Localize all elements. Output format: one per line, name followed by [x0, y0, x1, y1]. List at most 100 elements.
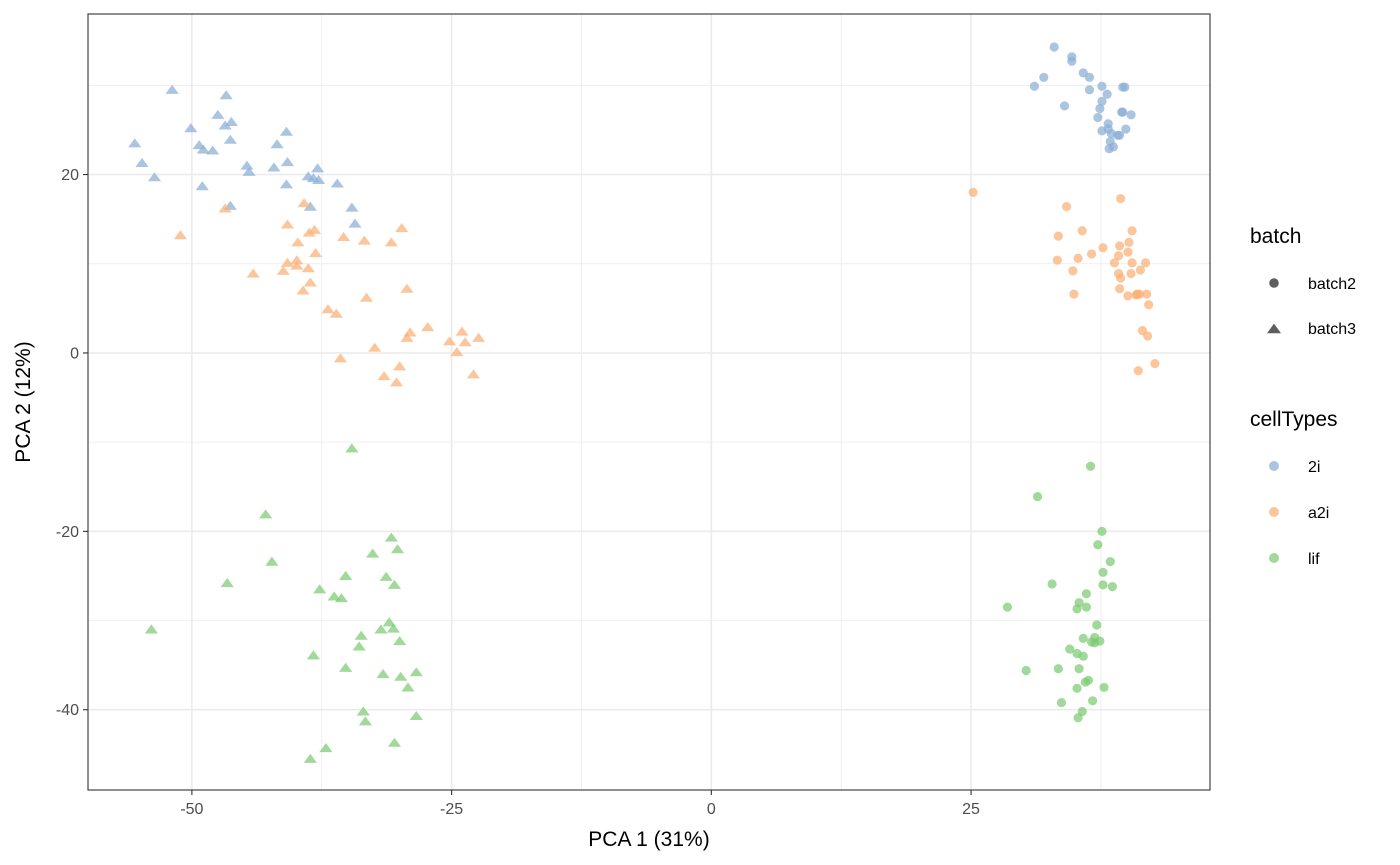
data-point-batch3-2i	[348, 218, 362, 228]
data-point-batch2-a2i	[1126, 268, 1136, 279]
legend-title-celltypes: cellTypes	[1250, 408, 1338, 431]
legend-key-lif	[1269, 553, 1279, 563]
legend-key-2i	[1269, 461, 1279, 471]
x-tick-label: -25	[440, 801, 463, 818]
data-point-batch3-2i	[267, 162, 281, 172]
data-point-batch3-a2i	[329, 308, 343, 318]
plot-panel-border	[87, 13, 1211, 791]
data-point-batch2-a2i	[1116, 273, 1126, 283]
data-point-batch2-2i	[1059, 101, 1070, 111]
data-point-batch3-a2i	[303, 277, 317, 287]
data-point-batch2-a2i	[1142, 289, 1152, 299]
data-point-batch2-a2i	[1140, 258, 1151, 268]
x-tick-label: 0	[707, 801, 716, 818]
data-point-batch2-2i	[1106, 128, 1116, 139]
data-point-batch2-a2i	[1113, 251, 1124, 261]
legend-label-batch2: batch2	[1308, 276, 1356, 293]
data-point-batch3-a2i	[302, 227, 316, 237]
data-point-batch2-a2i	[1144, 300, 1154, 310]
data-point-batch3-a2i	[301, 263, 315, 273]
data-point-batch3-lif	[306, 650, 321, 660]
legend-title-batch: batch	[1250, 225, 1301, 248]
data-point-batch2-a2i	[1115, 241, 1125, 251]
data-point-batch3-lif	[409, 710, 423, 721]
data-point-batch2-a2i	[1135, 265, 1145, 275]
data-point-batch3-lif	[352, 641, 366, 651]
data-point-batch3-2i	[223, 134, 237, 144]
data-point-batch2-lif	[1074, 664, 1084, 674]
data-point-batch2-2i	[1097, 81, 1107, 91]
plot-panel	[88, 14, 1210, 790]
legend-key-batch2	[1269, 278, 1279, 288]
data-point-batch3-a2i	[308, 248, 323, 258]
data-point-batch3-lif	[334, 593, 349, 603]
data-point-batch3-a2i	[359, 292, 374, 302]
data-point-batch3-a2i	[357, 235, 371, 245]
data-point-batch3-2i	[345, 202, 359, 212]
data-point-batch3-2i	[280, 157, 295, 167]
data-point-batch2-2i	[1102, 89, 1112, 99]
data-point-batch2-a2i	[1052, 255, 1062, 265]
data-point-batch3-lif	[259, 509, 273, 519]
data-point-batch3-a2i	[290, 260, 304, 270]
data-point-batch2-a2i	[1073, 253, 1083, 263]
data-point-batch3-2i	[279, 126, 294, 136]
data-point-batch3-a2i	[290, 255, 304, 265]
data-point-batch3-a2i	[466, 369, 481, 379]
data-point-batch2-2i	[1095, 103, 1105, 114]
x-axis-title: PCA 1 (31%)	[588, 828, 709, 851]
data-point-batch3-a2i	[389, 377, 404, 387]
data-point-batch3-lif	[382, 617, 396, 627]
data-point-batch2-a2i	[1053, 231, 1063, 241]
data-point-batch3-lif	[358, 716, 372, 726]
data-point-batch3-2i	[165, 84, 179, 94]
data-point-batch3-a2i	[393, 361, 407, 371]
legend-label-lif: lif	[1308, 551, 1320, 568]
data-point-batch3-a2i	[450, 347, 464, 357]
data-point-batch3-lif	[386, 623, 401, 633]
data-point-batch3-a2i	[400, 332, 414, 342]
data-point-batch3-a2i	[455, 326, 469, 336]
data-point-batch3-lif	[303, 753, 317, 763]
data-point-batch3-a2i	[400, 283, 414, 293]
data-point-batch3-lif	[220, 578, 234, 588]
data-point-batch3-2i	[303, 201, 317, 211]
data-point-batch2-2i	[1084, 85, 1095, 95]
data-point-batch2-lif	[1099, 682, 1109, 693]
y-tick-label: -40	[56, 702, 79, 719]
data-point-batch2-lif	[1072, 683, 1082, 693]
data-point-batch3-a2i	[173, 230, 188, 240]
legend-label-a2i: a2i	[1308, 505, 1329, 522]
data-point-batch3-lif	[339, 662, 353, 672]
data-point-batch3-a2i	[297, 198, 311, 208]
data-point-batch3-a2i	[384, 237, 398, 247]
data-point-batch3-2i	[218, 120, 232, 130]
data-point-batch3-2i	[330, 178, 344, 188]
data-point-batch2-2i	[1118, 107, 1128, 117]
data-point-batch2-lif	[1090, 632, 1100, 643]
data-point-batch2-a2i	[1068, 266, 1078, 276]
data-point-batch2-2i	[1084, 72, 1095, 82]
data-point-batch3-lif	[319, 743, 333, 753]
data-point-batch2-2i	[1097, 96, 1107, 107]
data-point-batch2-lif	[1073, 713, 1083, 723]
data-point-batch3-lif	[387, 579, 402, 589]
data-point-batch3-a2i	[291, 237, 305, 247]
data-point-batch3-a2i	[458, 337, 472, 347]
data-point-batch3-lif	[354, 630, 368, 640]
data-point-batch3-lif	[313, 584, 327, 594]
data-point-batch2-a2i	[968, 187, 978, 197]
legend: batch batch2 batch3 cellTypes 2i a2i lif	[1250, 225, 1356, 568]
data-point-batch3-2i	[242, 166, 256, 176]
data-point-batch2-lif	[1081, 602, 1091, 612]
data-point-batch3-2i	[135, 157, 149, 168]
data-point-batch3-a2i	[336, 231, 351, 242]
data-point-batch2-a2i	[1109, 258, 1120, 268]
data-point-batch2-a2i	[1133, 366, 1143, 376]
data-point-batch3-lif	[384, 532, 398, 542]
data-point-batch3-a2i	[377, 371, 391, 381]
data-point-batch3-a2i	[403, 327, 417, 337]
data-point-batch2-lif	[1085, 461, 1096, 471]
data-point-batch2-lif	[1107, 582, 1117, 592]
data-point-batch2-2i	[1121, 124, 1131, 134]
